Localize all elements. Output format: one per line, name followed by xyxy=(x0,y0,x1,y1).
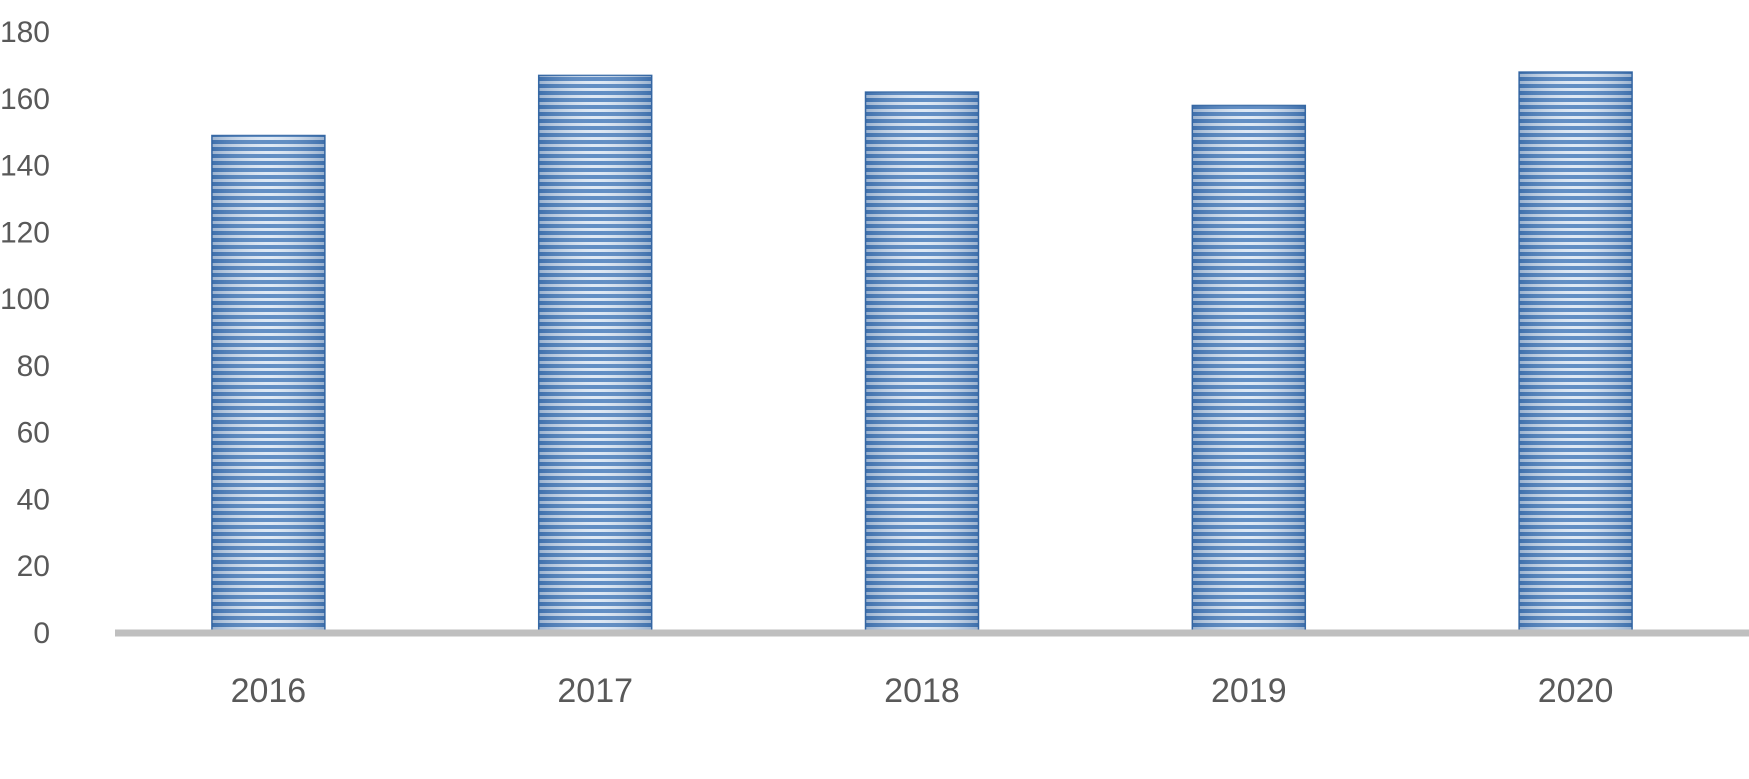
x-tick-label-2017: 2017 xyxy=(557,672,633,710)
bar-2020 xyxy=(1518,71,1633,634)
x-tick-label-2020: 2020 xyxy=(1538,672,1614,710)
y-tick-label-20: 20 xyxy=(17,550,50,583)
bar-2016 xyxy=(211,134,326,634)
y-tick-label-100: 100 xyxy=(0,283,50,316)
y-tick-label-140: 140 xyxy=(0,150,50,183)
y-tick-label-60: 60 xyxy=(17,417,50,450)
y-tick-label-80: 80 xyxy=(17,350,50,383)
bar-2018 xyxy=(864,91,980,634)
x-tick-label-2018: 2018 xyxy=(884,672,960,710)
x-tick-label-2016: 2016 xyxy=(231,672,307,710)
y-tick-label-180: 180 xyxy=(0,16,50,49)
x-tick-label-2019: 2019 xyxy=(1211,672,1287,710)
y-tick-label-120: 120 xyxy=(0,216,50,249)
y-axis-tick-labels: 0 20 40 60 80 100 120 140 160 180 xyxy=(0,16,50,650)
y-tick-label-0: 0 xyxy=(33,617,50,650)
x-axis-category-labels: 2016 2017 2018 2019 2020 xyxy=(231,672,1614,710)
bar-series xyxy=(211,71,1633,634)
y-tick-label-40: 40 xyxy=(17,483,50,516)
bar-2019 xyxy=(1191,104,1307,634)
bar-2017 xyxy=(537,74,653,634)
y-tick-label-160: 160 xyxy=(0,83,50,116)
